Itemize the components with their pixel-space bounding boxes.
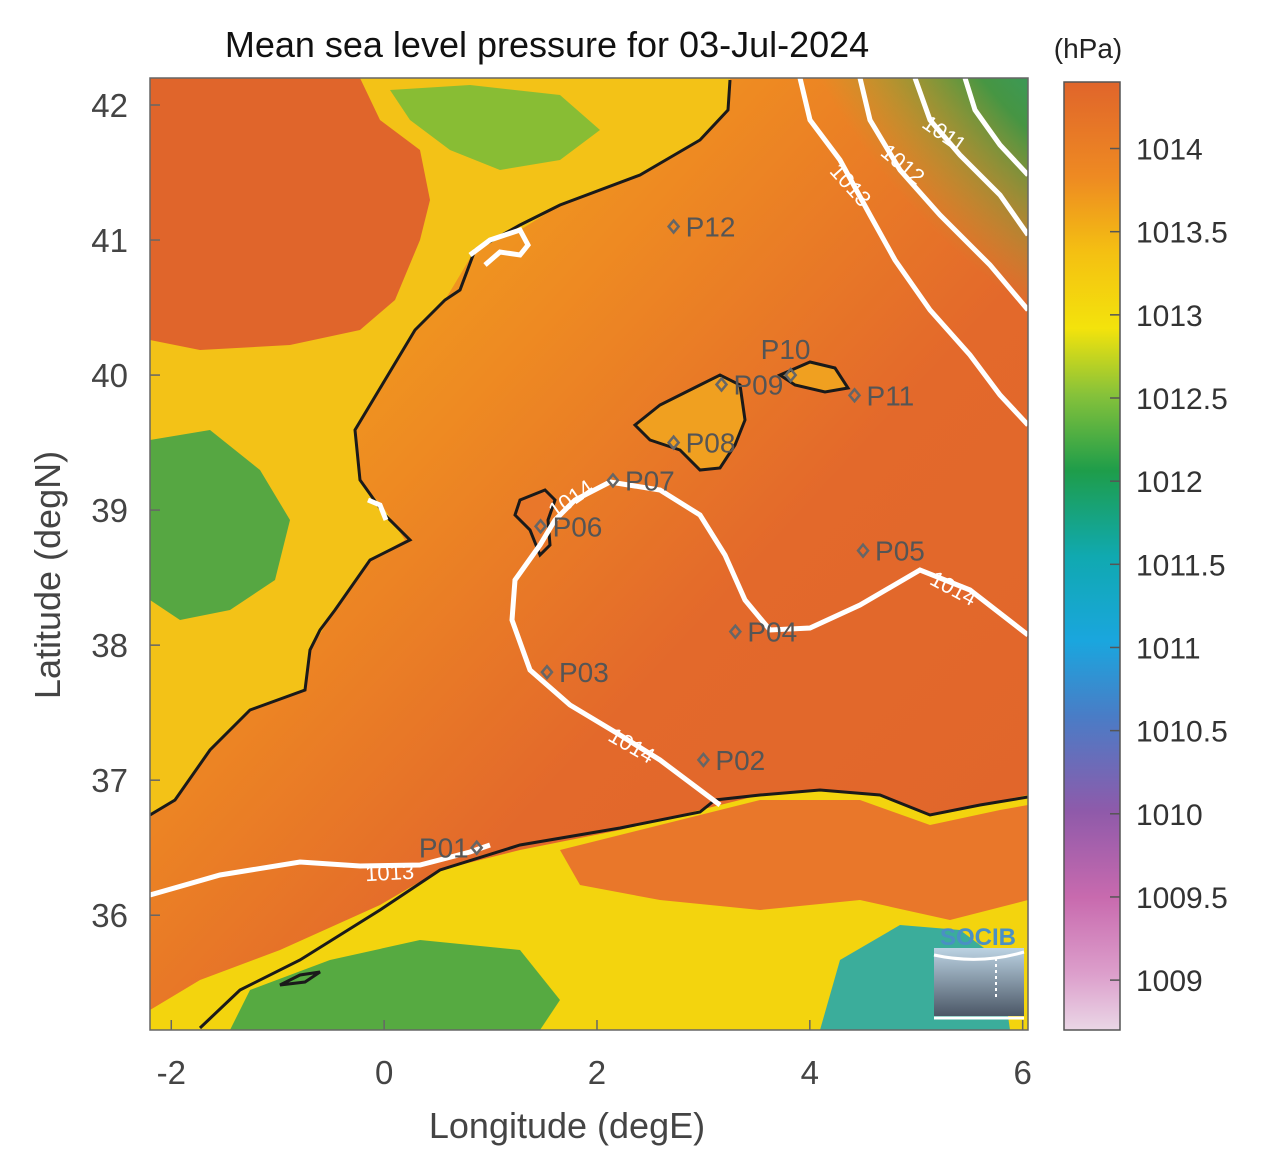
land-iberia-high [150,78,430,350]
station-label: P09 [733,370,783,401]
station-marker [533,518,548,535]
station-label: P01 [419,833,469,864]
station-p09: P09 [714,370,783,401]
colorbar-tick-label: 1013.5 [1136,217,1228,250]
station-label: P11 [867,380,915,411]
colorbar-tick-label: 1011.5 [1136,549,1226,582]
contour-1011 [912,78,1028,237]
coastline-alboran [279,970,321,987]
station-p08: P08 [666,428,736,459]
chart-title: Mean sea level pressure for 03-Jul-2024 [225,24,869,65]
y-axis-label: Latitude (degN) [27,451,68,699]
y-tick-label: 41 [91,222,128,259]
y-tick-label: 38 [91,627,128,664]
y-tick-label: 40 [91,357,128,394]
land-africa-green [230,940,560,1030]
station-p01: P01 [419,833,484,864]
colorbar-tick-label: 1012 [1136,466,1203,499]
station-p03: P03 [540,657,609,688]
plot-frame [149,77,1029,1031]
station-marker [728,623,742,640]
station-label: P03 [559,657,609,688]
coastline-africa [198,788,1028,1030]
contour-fragment-valencia [367,497,389,521]
map-plot-area: 1011 1012 1013 1014 1014 1014 1013 P01P0… [150,78,1028,1030]
station-marker [847,387,862,404]
colorbar: 1014 1013.5 1013 1012.5 1012 1011.5 1011 1010.5… [1063,81,1228,1031]
station-p12: P12 [666,212,736,243]
y-tick-label: 37 [91,762,128,799]
contour-1012 [857,78,1028,312]
station-marker [666,434,681,451]
contour-1013-southwest [150,842,491,898]
x-tick-label: 6 [1013,1054,1031,1091]
station-marker [714,376,729,393]
land-africa-orange [560,800,1028,920]
colorbar-unit: (hPa) [1054,33,1122,64]
station-marker [470,839,484,856]
station-p05: P05 [856,536,925,567]
station-label: P08 [686,428,736,459]
land-iberia-green-north [390,85,600,170]
y-axis: 42 41 40 39 38 37 36 [91,87,160,934]
x-tick-label: 4 [801,1054,819,1091]
y-tick-label: 36 [91,897,128,934]
y-tick-label: 39 [91,492,128,529]
colorbar-ticks: 1014 1013.5 1013 1012.5 1012 1011.5 1011 1010.5… [1110,134,1228,998]
station-p02: P02 [696,745,765,776]
x-tick-label: 2 [588,1054,606,1091]
colorbar-tick-label: 1012.5 [1136,383,1228,416]
contour-1010 [962,78,1028,177]
station-marker [606,472,620,489]
x-tick-label: -2 [157,1054,186,1091]
colorbar-tick-label: 1009.5 [1136,882,1228,915]
station-marker [540,664,554,681]
x-axis-label: Longitude (degE) [429,1105,705,1146]
station-label: P07 [625,465,675,496]
station-marker [784,367,798,384]
colorbar-tick-label: 1014 [1136,134,1203,167]
station-marker [696,751,711,768]
station-p06: P06 [533,511,603,542]
colorbar-tick-label: 1009 [1136,965,1203,998]
station-p10: P10 [761,334,811,384]
island-menorca [776,360,851,394]
stations-layer: P01 P02 P03 P04 P05 P06 P07 P08 P09 P10 P11 P12 [419,212,925,864]
station-label: P04 [747,617,797,648]
colorbar-tick-label: 1010 [1136,799,1203,832]
station-p07: P07 [606,465,675,496]
station-label: P06 [553,511,603,542]
colorbar-gradient [1063,81,1121,1031]
y-tick-label: 42 [91,87,128,124]
x-tick-label: 0 [375,1054,393,1091]
socib-logo: SOCIB [933,924,1025,1020]
contour-1014-south [509,479,1028,807]
x-axis: -2 0 2 4 6 [157,1020,1032,1091]
land-iberia-green [150,430,290,620]
contour-fragment-ebro [468,226,531,267]
contour-1013-northeast [797,78,1028,427]
colorbar-tick-label: 1013 [1136,300,1203,333]
station-marker [666,218,681,235]
station-label: P05 [875,536,925,567]
colorbar-tick-label: 1010.5 [1136,716,1228,749]
socib-logo-text: SOCIB [940,924,1016,951]
station-label: P02 [715,745,765,776]
station-label: P10 [761,334,811,365]
station-marker [856,542,870,559]
station-label: P12 [686,212,736,243]
contour-label-1013-sw: 1013 [365,859,415,887]
coastline-iberia [150,79,732,817]
station-p11: P11 [847,380,915,411]
station-p04: P04 [728,617,797,648]
colorbar-tick-label: 1011 [1136,632,1201,665]
